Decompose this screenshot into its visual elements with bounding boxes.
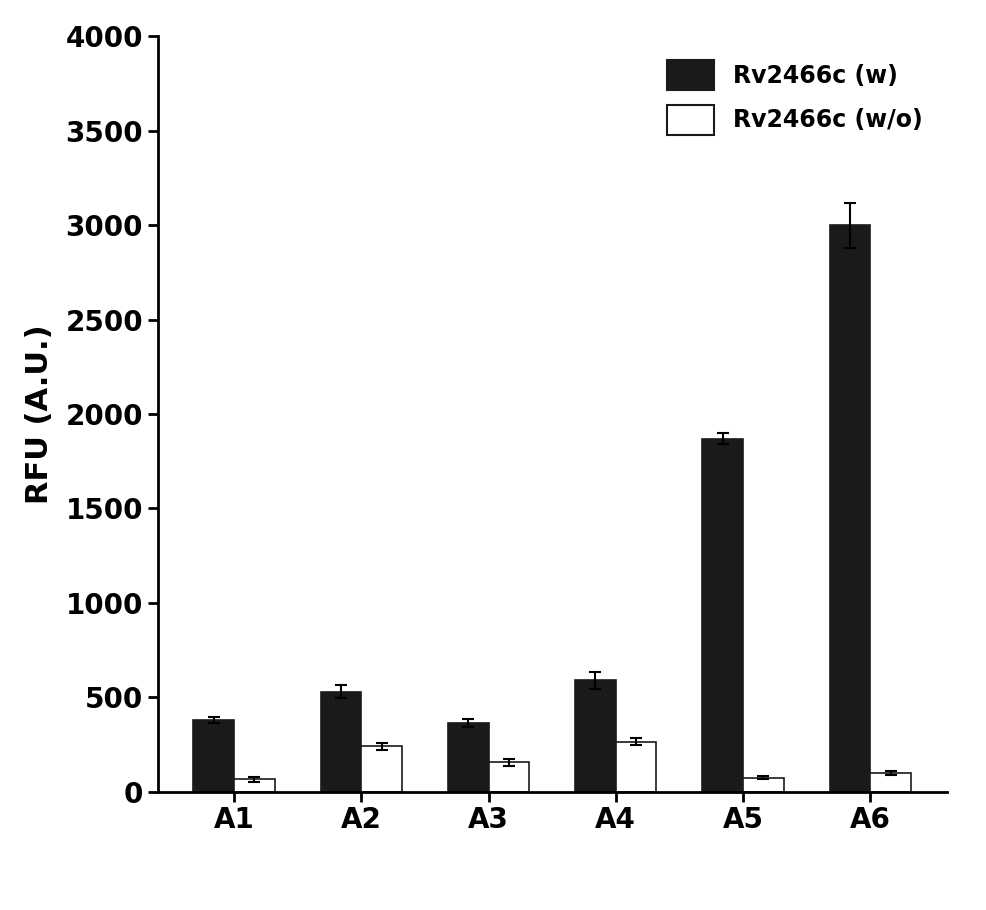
Bar	[234, 780, 275, 792]
Bar	[448, 723, 488, 792]
Legend: Rv2466c (w), Rv2466c (w/o): Rv2466c (w), Rv2466c (w/o)	[656, 48, 935, 147]
Bar	[616, 742, 657, 792]
Bar	[361, 746, 402, 792]
Bar	[320, 692, 361, 792]
Y-axis label: RFU (A.U.): RFU (A.U.)	[26, 324, 54, 504]
Bar	[743, 777, 784, 792]
Bar	[829, 226, 871, 792]
Bar	[488, 763, 529, 792]
Bar	[702, 439, 743, 792]
Bar	[871, 773, 911, 792]
Bar	[575, 681, 616, 792]
Bar	[193, 720, 234, 792]
